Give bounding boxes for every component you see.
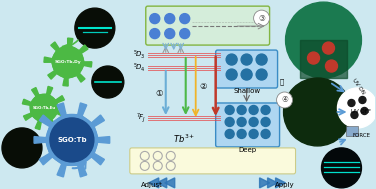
Circle shape bbox=[249, 105, 258, 115]
Text: FORCE: FORCE bbox=[352, 133, 370, 138]
Text: 📖: 📖 bbox=[279, 79, 284, 85]
Polygon shape bbox=[22, 86, 65, 129]
Text: ②: ② bbox=[199, 82, 206, 91]
Circle shape bbox=[165, 29, 175, 39]
Circle shape bbox=[351, 112, 358, 119]
FancyBboxPatch shape bbox=[216, 103, 280, 147]
Circle shape bbox=[237, 129, 246, 138]
Text: Adjust: Adjust bbox=[141, 182, 163, 188]
Circle shape bbox=[284, 78, 352, 146]
FancyBboxPatch shape bbox=[346, 126, 358, 136]
Circle shape bbox=[261, 118, 270, 126]
Circle shape bbox=[348, 99, 355, 106]
Circle shape bbox=[308, 52, 320, 64]
Circle shape bbox=[256, 69, 267, 80]
Text: $^5\!D_4$: $^5\!D_4$ bbox=[133, 62, 146, 74]
Text: UV OFF: UV OFF bbox=[352, 109, 371, 115]
Circle shape bbox=[241, 54, 252, 65]
Circle shape bbox=[323, 42, 335, 54]
Circle shape bbox=[359, 97, 366, 104]
Circle shape bbox=[256, 54, 267, 65]
Text: ③: ③ bbox=[258, 14, 265, 23]
Polygon shape bbox=[268, 178, 277, 188]
Text: UV ON: UV ON bbox=[352, 77, 366, 95]
Polygon shape bbox=[149, 178, 159, 188]
Circle shape bbox=[180, 29, 190, 39]
Circle shape bbox=[165, 14, 175, 24]
Circle shape bbox=[225, 129, 234, 138]
Text: ①: ① bbox=[155, 88, 162, 98]
Text: $^7\!F_J$: $^7\!F_J$ bbox=[136, 111, 146, 125]
Circle shape bbox=[241, 69, 252, 80]
Text: Shallow: Shallow bbox=[233, 88, 260, 94]
Polygon shape bbox=[165, 178, 175, 188]
Polygon shape bbox=[300, 40, 347, 78]
Circle shape bbox=[226, 54, 237, 65]
Circle shape bbox=[226, 69, 237, 80]
Circle shape bbox=[150, 29, 160, 39]
Circle shape bbox=[30, 94, 58, 122]
Circle shape bbox=[180, 14, 190, 24]
Text: $^5\!D_3$: $^5\!D_3$ bbox=[133, 49, 146, 61]
Circle shape bbox=[150, 14, 160, 24]
Polygon shape bbox=[157, 178, 167, 188]
Text: Apply: Apply bbox=[275, 182, 294, 188]
FancyBboxPatch shape bbox=[146, 6, 270, 45]
Text: SGO:Tb,Eu: SGO:Tb,Eu bbox=[32, 106, 56, 110]
Circle shape bbox=[225, 118, 234, 126]
Text: Deep: Deep bbox=[238, 147, 257, 153]
Text: $Tb^{3+}$: $Tb^{3+}$ bbox=[173, 133, 195, 145]
Text: ④: ④ bbox=[281, 95, 288, 105]
Circle shape bbox=[2, 128, 42, 168]
FancyBboxPatch shape bbox=[130, 148, 296, 174]
FancyBboxPatch shape bbox=[216, 50, 277, 88]
Circle shape bbox=[253, 10, 270, 26]
Polygon shape bbox=[44, 38, 92, 86]
Circle shape bbox=[75, 8, 115, 48]
Polygon shape bbox=[259, 178, 270, 188]
Circle shape bbox=[47, 115, 97, 165]
Circle shape bbox=[50, 118, 94, 162]
Polygon shape bbox=[34, 103, 110, 177]
Circle shape bbox=[237, 105, 246, 115]
Circle shape bbox=[249, 129, 258, 138]
Circle shape bbox=[92, 66, 124, 98]
Circle shape bbox=[321, 148, 361, 188]
Circle shape bbox=[277, 92, 293, 108]
Circle shape bbox=[361, 108, 368, 115]
Polygon shape bbox=[276, 178, 285, 188]
Circle shape bbox=[237, 118, 246, 126]
Circle shape bbox=[52, 46, 83, 78]
Text: SGO:Tb: SGO:Tb bbox=[57, 137, 87, 143]
Circle shape bbox=[225, 105, 234, 115]
Circle shape bbox=[326, 60, 338, 72]
Circle shape bbox=[285, 2, 361, 78]
Circle shape bbox=[261, 105, 270, 115]
Circle shape bbox=[338, 88, 376, 128]
Circle shape bbox=[249, 118, 258, 126]
Circle shape bbox=[261, 129, 270, 138]
Text: SGO:Tb,Dy: SGO:Tb,Dy bbox=[55, 60, 81, 64]
